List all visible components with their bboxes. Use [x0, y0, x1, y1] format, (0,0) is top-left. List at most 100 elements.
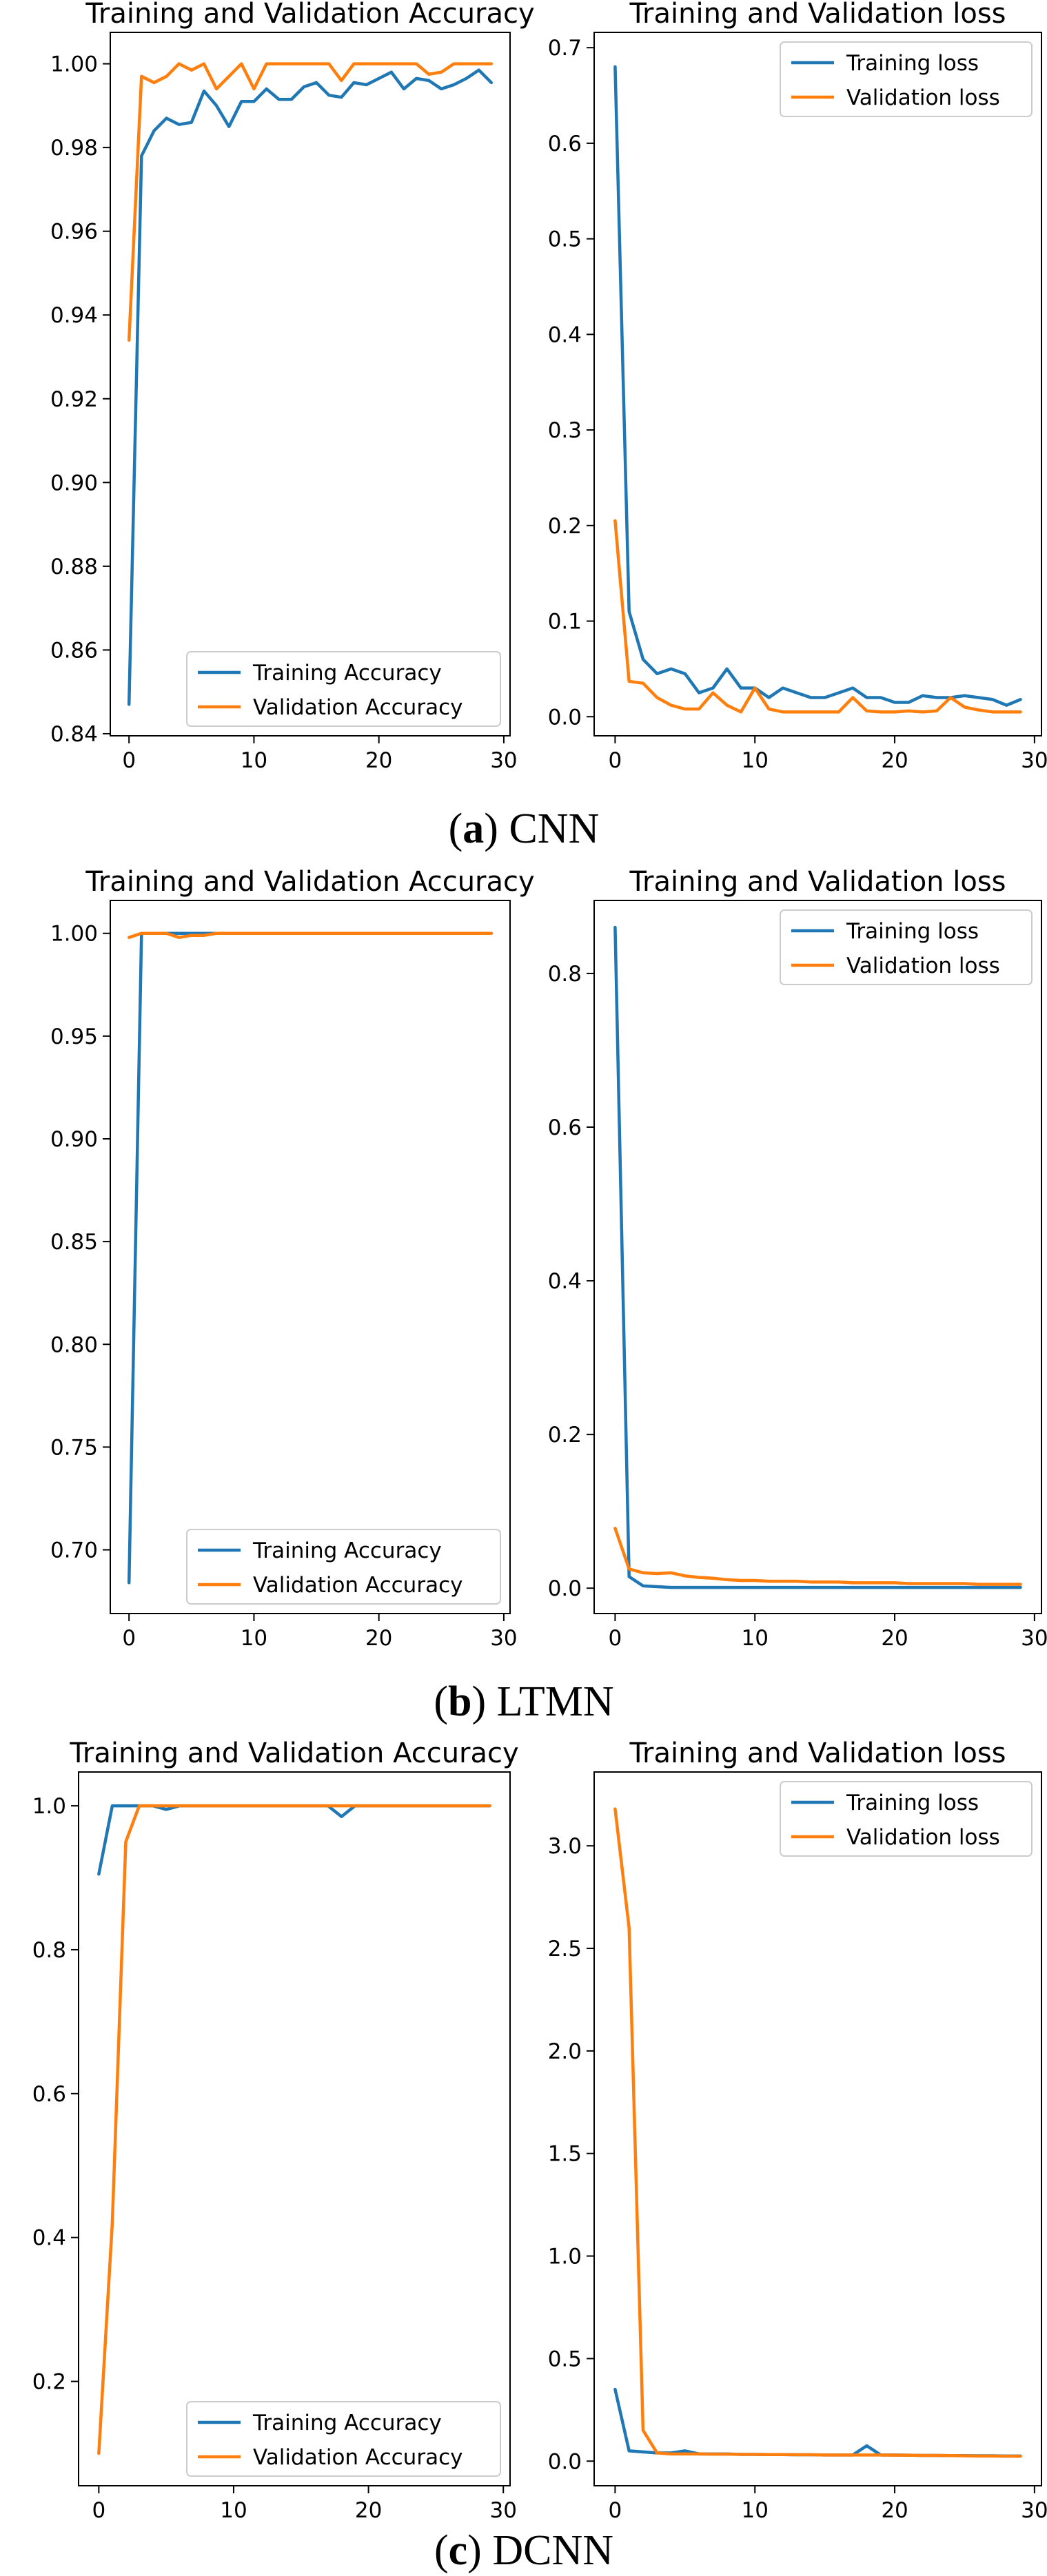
caption-letter: b: [448, 1678, 471, 1725]
x-tick-label: 30: [489, 2498, 516, 2523]
x-tick-label: 10: [742, 748, 769, 773]
x-tick-label: 10: [742, 2498, 769, 2523]
legend-label: Validation Accuracy: [253, 2445, 462, 2470]
y-tick-label: 0.94: [50, 303, 98, 328]
y-tick-label: 0.95: [50, 1024, 98, 1049]
y-tick-label: 0.86: [50, 638, 98, 663]
legend: Training loss Validation loss: [780, 909, 1033, 985]
y-tick-label: 3.0: [548, 1834, 582, 1859]
legend: Training Accuracy Validation Accuracy: [186, 651, 501, 727]
legend-box: [780, 41, 1033, 117]
y-tick-label: 0.98: [50, 136, 98, 161]
figure-caption: (c) DCNN: [434, 2527, 613, 2574]
legend-label: Training Accuracy: [252, 1538, 442, 1563]
x-tick-label: 30: [1021, 2498, 1047, 2523]
caption-paren-close: ): [484, 805, 509, 852]
caption-letter: c: [449, 2527, 468, 2574]
caption-paren-open: (: [449, 805, 463, 852]
x-tick-label: 20: [365, 748, 392, 773]
legend-label: Training Accuracy: [252, 2411, 442, 2435]
y-tick-label: 0.2: [32, 2370, 66, 2395]
series-line-validation-loss: [613, 519, 1022, 714]
legend-label: Validation loss: [846, 1825, 1000, 1850]
y-tick-label: 1.0: [32, 1794, 66, 1819]
caption-model: DCNN: [492, 2527, 613, 2574]
x-tick-label: 20: [881, 1626, 908, 1651]
y-tick-label: 1.5: [548, 2142, 582, 2167]
y-tick-label: 0.88: [50, 555, 98, 579]
y-tick-label: 0.90: [50, 471, 98, 495]
plot-frame: [110, 32, 511, 736]
y-tick-label: 1.0: [548, 2245, 582, 2269]
y-tick-label: 0.6: [548, 1115, 582, 1140]
chart-title: Training and Validation Accuracy: [69, 1738, 518, 1769]
caption-letter: a: [462, 805, 484, 852]
x-tick-label: 0: [609, 2498, 622, 2523]
legend-box: [780, 909, 1033, 985]
y-tick-label: 1.00: [50, 922, 98, 947]
series-line-training-loss: [613, 925, 1022, 1589]
figure-caption: (a) CNN: [449, 805, 600, 852]
y-tick-label: 0.4: [548, 1269, 582, 1294]
chart-title: Training and Validation Accuracy: [85, 866, 534, 898]
x-tick-label: 30: [1021, 748, 1047, 773]
chart-title: Training and Validation Accuracy: [85, 0, 534, 30]
y-tick-label: 0.75: [50, 1435, 98, 1460]
x-tick-label: 10: [241, 1626, 267, 1651]
x-tick-label: 30: [490, 748, 517, 773]
x-tick-label: 20: [881, 2498, 908, 2523]
chart-title: Training and Validation loss: [629, 866, 1006, 898]
x-tick-label: 20: [365, 1626, 392, 1651]
y-tick-label: 0.1: [548, 610, 582, 635]
y-tick-label: 2.0: [548, 2039, 582, 2064]
legend-label: Training loss: [846, 1791, 979, 1815]
x-tick-label: 20: [881, 748, 908, 773]
chart-title: Training and Validation loss: [629, 1738, 1006, 1769]
x-tick-label: 0: [122, 1626, 136, 1651]
chart-title: Training and Validation loss: [629, 0, 1006, 30]
y-tick-label: 0.0: [548, 1576, 582, 1601]
legend: Training Accuracy Validation Accuracy: [186, 2401, 501, 2477]
y-tick-label: 0.92: [50, 387, 98, 412]
legend-label: Training loss: [846, 51, 979, 76]
legend: Training Accuracy Validation Accuracy: [186, 1529, 501, 1605]
y-tick-label: 0.0: [548, 2449, 582, 2474]
series-line-validation-accuracy: [127, 931, 494, 939]
y-tick-label: 0.70: [50, 1538, 98, 1563]
caption-model: CNN: [509, 805, 599, 852]
plot-frame: [593, 900, 1042, 1614]
legend-label: Validation Accuracy: [253, 695, 462, 720]
y-tick-label: 0.6: [32, 2082, 66, 2107]
plot-frame: [593, 1771, 1042, 2486]
chart-b-accuracy: Training and Validation Accuracy 0 10 20 30 0…: [50, 866, 535, 1651]
x-tick-label: 0: [92, 2498, 105, 2523]
y-tick-label: 0.4: [548, 322, 582, 347]
legend-label: Validation loss: [846, 954, 1000, 978]
y-tick-label: 0.8: [32, 1938, 66, 1963]
x-tick-label: 0: [122, 748, 136, 773]
x-tick-label: 10: [742, 1626, 769, 1651]
caption-paren-open: (: [434, 2527, 449, 2574]
chart-a-accuracy: Training and Validation Accuracy 0 10 20 30 0…: [50, 0, 535, 773]
series-line-validation-accuracy: [127, 62, 494, 342]
x-tick-label: 10: [241, 748, 267, 773]
legend-box: [186, 651, 501, 727]
y-tick-label: 0.96: [50, 220, 98, 245]
plot-frame: [78, 1771, 511, 2486]
chart-c-accuracy: Training and Validation Accuracy 0 10 20 30 0…: [32, 1738, 519, 2523]
series-line-validation-accuracy: [97, 1804, 491, 2455]
legend-label: Validation Accuracy: [253, 1573, 462, 1598]
y-tick-label: 0.80: [50, 1332, 98, 1357]
x-tick-label: 20: [355, 2498, 382, 2523]
series-line-training-accuracy: [127, 931, 494, 1585]
x-tick-label: 30: [490, 1626, 517, 1651]
legend: Training loss Validation loss: [780, 41, 1033, 117]
series-line-training-accuracy: [127, 68, 494, 706]
series-line-training-loss: [613, 2387, 1022, 2458]
caption-paren-close: ): [467, 2527, 492, 2574]
y-tick-label: 0.90: [50, 1127, 98, 1152]
legend: Training loss Validation loss: [780, 1781, 1033, 1857]
y-tick-label: 0.2: [548, 1423, 582, 1447]
series-line-training-loss: [613, 65, 1022, 707]
